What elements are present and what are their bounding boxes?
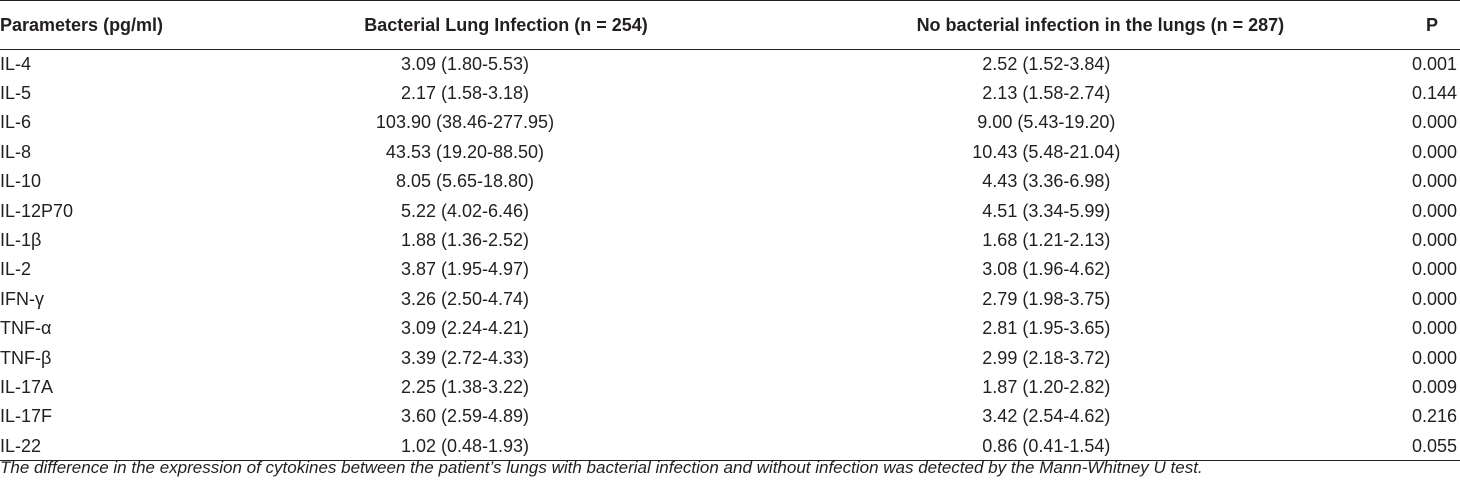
table-row: IL-2 3.87 (1.95-4.97) 3.08 (1.96-4.62) 0.00… bbox=[0, 255, 1460, 284]
cell-p-value: 0.216 bbox=[1411, 406, 1457, 427]
cell-p-value: 0.055 bbox=[1411, 431, 1460, 462]
cell-no-bacterial: 2.99 (2.18-3.72) bbox=[982, 347, 1111, 368]
header-p: P bbox=[1411, 0, 1460, 50]
cell-no-bacterial: 0.86 (0.41-1.54) bbox=[788, 431, 1412, 462]
cell-parameter: IL-8 bbox=[0, 141, 32, 162]
table-footnote: The difference in the expression of cyto… bbox=[0, 458, 1203, 477]
cell-bacterial: 2.17 (1.58-3.18) bbox=[400, 83, 530, 104]
cell-parameter: IL-5 bbox=[0, 83, 32, 104]
table-row: IL-10 8.05 (5.65-18.80) 4.43 (3.36-6.98) 0.… bbox=[0, 167, 1460, 196]
cell-no-bacterial: 4.43 (3.36-6.98) bbox=[982, 171, 1111, 192]
cell-no-bacterial: 3.08 (1.96-4.62) bbox=[982, 259, 1111, 280]
cell-no-bacterial: 2.81 (1.95-3.65) bbox=[982, 318, 1111, 339]
table-body: IL-4 3.09 (1.80-5.53) 2.52 (1.52-3.84) 0.00… bbox=[0, 50, 1460, 462]
cell-no-bacterial: 3.42 (2.54-4.62) bbox=[982, 406, 1111, 427]
header-parameters: Parameters (pg/ml) bbox=[0, 0, 224, 50]
cell-parameter: IL-10 bbox=[0, 171, 42, 192]
cell-bacterial: 1.88 (1.36-2.52) bbox=[400, 230, 530, 251]
cell-parameter: TNF-β bbox=[0, 347, 52, 368]
header-bacterial: Bacterial Lung Infection (n = 254) bbox=[223, 0, 789, 50]
cell-bacterial: 3.26 (2.50-4.74) bbox=[400, 288, 530, 309]
cell-no-bacterial: 1.87 (1.20-2.82) bbox=[982, 376, 1111, 397]
cell-bacterial: 3.09 (2.24-4.21) bbox=[400, 318, 530, 339]
cell-p-value: 0.000 bbox=[1411, 112, 1457, 133]
cell-p-value: 0.000 bbox=[1411, 259, 1457, 280]
cell-parameter: TNF-α bbox=[0, 318, 52, 339]
cell-p-value: 0.000 bbox=[1411, 230, 1457, 251]
cytokine-table: Parameters (pg/ml) Bacterial Lung Infect… bbox=[0, 0, 1460, 462]
table-header: Parameters (pg/ml) Bacterial Lung Infect… bbox=[0, 0, 1460, 50]
cell-bacterial: 43.53 (19.20-88.50) bbox=[385, 141, 545, 162]
cell-no-bacterial: 1.68 (1.21-2.13) bbox=[982, 230, 1111, 251]
cell-p-value: 0.000 bbox=[1411, 141, 1457, 162]
cell-p-value: 0.000 bbox=[1411, 200, 1457, 221]
cell-p-value: 0.000 bbox=[1411, 171, 1457, 192]
cell-bacterial: 3.60 (2.59-4.89) bbox=[400, 406, 530, 427]
cell-parameter: IL-17F bbox=[0, 406, 53, 427]
table-row: IL-22 1.02 (0.48-1.93) 0.86 (0.41-1.54) 0.0… bbox=[0, 431, 1460, 462]
cell-bacterial: 3.39 (2.72-4.33) bbox=[400, 347, 530, 368]
cell-no-bacterial: 10.43 (5.48-21.04) bbox=[972, 141, 1121, 162]
cell-parameter: IL-22 bbox=[0, 431, 224, 462]
cell-p-value: 0.009 bbox=[1411, 376, 1457, 397]
table-row: IL-5 2.17 (1.58-3.18) 2.13 (1.58-2.74) 0.14… bbox=[0, 79, 1460, 108]
cell-bacterial: 2.25 (1.38-3.22) bbox=[400, 376, 530, 397]
cell-p-value: 0.000 bbox=[1411, 318, 1457, 339]
cell-p-value: 0.000 bbox=[1411, 288, 1457, 309]
cell-p-value: 0.001 bbox=[1411, 53, 1457, 74]
header-no-bacterial: No bacterial infection in the lungs (n =… bbox=[788, 0, 1412, 50]
header-row: Parameters (pg/ml) Bacterial Lung Infect… bbox=[0, 0, 1460, 50]
cell-bacterial: 3.87 (1.95-4.97) bbox=[400, 259, 530, 280]
cell-parameter: IL-1β bbox=[0, 230, 42, 251]
cell-no-bacterial: 2.79 (1.98-3.75) bbox=[982, 288, 1111, 309]
cell-bacterial: 103.90 (38.46-277.95) bbox=[375, 112, 555, 133]
cell-no-bacterial: 9.00 (5.43-19.20) bbox=[977, 112, 1116, 133]
cell-p-value: 0.144 bbox=[1411, 83, 1457, 104]
table-row: IL-6 103.90 (38.46-277.95) 9.00 (5.43-19.2… bbox=[0, 108, 1460, 137]
cell-bacterial: 1.02 (0.48-1.93) bbox=[223, 431, 789, 462]
table-row: TNF-β 3.39 (2.72-4.33) 2.99 (2.18-3.72) 0.0… bbox=[0, 343, 1460, 372]
cell-bacterial: 3.09 (1.80-5.53) bbox=[400, 53, 530, 74]
cell-bacterial: 8.05 (5.65-18.80) bbox=[395, 171, 535, 192]
table-row: IL-12P70 5.22 (4.02-6.46) 4.51 (3.34-5.99)… bbox=[0, 196, 1460, 225]
cell-parameter: IFN-γ bbox=[0, 288, 44, 309]
table-row: IL-17F 3.60 (2.59-4.89) 3.42 (2.54-4.62) 0.… bbox=[0, 402, 1460, 431]
cell-no-bacterial: 2.13 (1.58-2.74) bbox=[982, 83, 1111, 104]
cell-p-value: 0.000 bbox=[1411, 347, 1457, 368]
table-row: TNF-α 3.09 (2.24-4.21) 2.81 (1.95-3.65) 0.0… bbox=[0, 314, 1460, 343]
cell-parameter: IL-17A bbox=[0, 376, 54, 397]
cell-parameter: IL-6 bbox=[0, 112, 32, 133]
cell-no-bacterial: 2.52 (1.52-3.84) bbox=[982, 53, 1111, 74]
cell-parameter: IL-2 bbox=[0, 259, 32, 280]
table-row: IFN-γ 3.26 (2.50-4.74) 2.79 (1.98-3.75) 0.0… bbox=[0, 285, 1460, 314]
table-row: IL-8 43.53 (19.20-88.50) 10.43 (5.48-21.04… bbox=[0, 138, 1460, 167]
cell-parameter: IL-4 bbox=[0, 53, 32, 74]
table-row: IL-4 3.09 (1.80-5.53) 2.52 (1.52-3.84) 0.00… bbox=[0, 50, 1460, 79]
cell-bacterial: 5.22 (4.02-6.46) bbox=[400, 200, 530, 221]
cell-no-bacterial: 4.51 (3.34-5.99) bbox=[982, 200, 1111, 221]
cell-parameter: IL-12P70 bbox=[0, 200, 74, 221]
table-row: IL-17A 2.25 (1.38-3.22) 1.87 (1.20-2.82) 0.… bbox=[0, 373, 1460, 402]
table-row: IL-1β 1.88 (1.36-2.52) 1.68 (1.21-2.13) 0.0… bbox=[0, 226, 1460, 255]
